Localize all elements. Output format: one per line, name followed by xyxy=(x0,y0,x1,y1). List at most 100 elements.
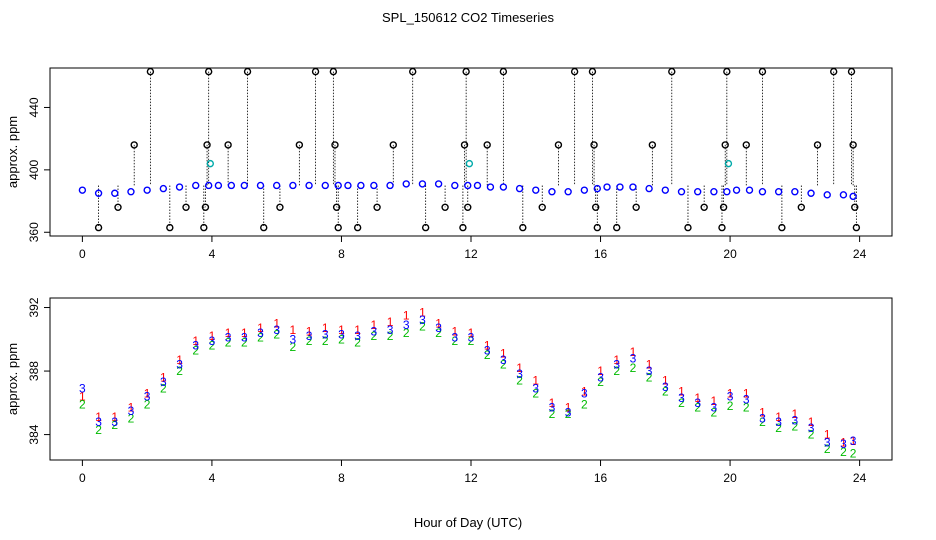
data-point-label: 1 xyxy=(824,428,831,442)
data-point xyxy=(214,181,223,190)
data-point xyxy=(311,67,320,76)
data-point-label: 3 xyxy=(371,324,378,338)
data-point xyxy=(201,203,210,211)
data-point-label: 2 xyxy=(354,335,361,349)
data-point-label: 1 xyxy=(354,323,361,337)
data-point-label: 2 xyxy=(581,397,588,411)
data-point xyxy=(483,141,491,149)
data-point xyxy=(114,203,122,211)
data-point-label: 1 xyxy=(128,401,135,415)
data-point xyxy=(616,183,624,191)
figure-title: SPL_150612 CO2 Timeseries xyxy=(382,10,554,25)
data-point xyxy=(677,187,686,196)
y-tick-label: 360 xyxy=(27,222,41,242)
data-point-label: 1 xyxy=(160,370,167,384)
data-point-label: 2 xyxy=(144,397,151,411)
data-point xyxy=(370,181,378,190)
data-point-label: 2 xyxy=(241,335,248,349)
data-point xyxy=(159,184,168,193)
data-point-label: 3 xyxy=(824,436,831,450)
data-point-label: 2 xyxy=(694,401,701,415)
data-point xyxy=(465,159,474,168)
data-point xyxy=(295,141,304,149)
x-tick-label: 4 xyxy=(209,247,216,261)
data-point-label: 3 xyxy=(581,386,588,400)
data-point-label: 1 xyxy=(95,410,102,424)
data-point-label: 3 xyxy=(419,313,426,327)
data-point-label: 3 xyxy=(743,393,750,407)
data-point xyxy=(847,67,856,76)
data-point xyxy=(721,141,729,149)
data-point xyxy=(473,181,482,190)
data-point xyxy=(94,189,103,197)
data-point xyxy=(693,187,702,196)
data-point-label: 2 xyxy=(209,339,216,353)
data-point-label: 3 xyxy=(850,434,857,448)
data-point xyxy=(272,181,281,190)
data-point xyxy=(192,181,200,190)
panel-top-x-ticks: 0 4 8 12 16 20 24 xyxy=(79,236,867,261)
data-point-label: 2 xyxy=(338,332,345,346)
panel-bottom-y-axis-label: approx. ppm xyxy=(5,343,20,415)
data-point xyxy=(94,223,103,232)
data-point xyxy=(146,67,155,76)
data-point xyxy=(321,181,329,190)
data-point xyxy=(344,181,352,190)
x-tick-label: 8 xyxy=(338,247,345,261)
data-point-label: 3 xyxy=(160,375,167,389)
data-point-label: 1 xyxy=(387,315,394,329)
data-point-label: 3 xyxy=(549,401,556,415)
data-point-label: 3 xyxy=(306,329,313,343)
data-point-label: 1 xyxy=(435,316,442,330)
data-point-label: 2 xyxy=(646,370,653,384)
data-point xyxy=(451,181,459,190)
data-point xyxy=(548,187,556,196)
data-point-label: 1 xyxy=(850,434,857,448)
data-point xyxy=(130,141,138,149)
data-point xyxy=(243,67,252,76)
x-tick-label: 20 xyxy=(723,471,737,485)
data-point-label: 2 xyxy=(613,364,620,378)
data-point-label: 1 xyxy=(192,334,199,348)
data-point-label: 1 xyxy=(808,415,815,429)
data-point xyxy=(570,67,579,76)
data-point-label: 2 xyxy=(468,334,475,348)
x-tick-label: 24 xyxy=(853,247,867,261)
data-point-label: 1 xyxy=(290,323,297,337)
data-point-label: 2 xyxy=(678,396,685,410)
data-point xyxy=(774,187,783,196)
data-point-label: 1 xyxy=(759,405,766,419)
data-point xyxy=(421,223,430,232)
data-point xyxy=(603,183,611,191)
data-point-label: 1 xyxy=(484,339,491,353)
data-point-label: 2 xyxy=(840,445,847,459)
data-point-label: 3 xyxy=(597,370,604,384)
data-point-label: 2 xyxy=(597,375,604,389)
data-point-label: 2 xyxy=(95,423,102,437)
data-point-label: 2 xyxy=(824,442,831,456)
data-point xyxy=(719,203,728,211)
data-point-label: 3 xyxy=(468,331,475,345)
data-point xyxy=(305,181,313,190)
data-point-label: 2 xyxy=(516,374,523,388)
data-point xyxy=(389,141,397,149)
x-tick-label: 24 xyxy=(853,471,867,485)
data-point-label: 1 xyxy=(711,394,718,408)
data-point-label: 2 xyxy=(306,334,313,348)
data-point-label: 1 xyxy=(516,361,523,375)
panel-top-point-group xyxy=(78,67,861,232)
y-tick-label: 384 xyxy=(27,424,41,444)
data-point xyxy=(668,67,676,76)
data-point-label: 3 xyxy=(144,389,151,403)
x-tick-label: 16 xyxy=(594,471,608,485)
data-point-label: 1 xyxy=(597,364,604,378)
data-point-label: 3 xyxy=(403,318,410,332)
data-point-label: 2 xyxy=(532,386,539,400)
data-point-label: 2 xyxy=(403,326,410,340)
x-tick-label: 20 xyxy=(723,247,737,261)
data-point xyxy=(200,223,208,232)
x-axis-label: Hour of Day (UTC) xyxy=(414,515,522,530)
data-point-label: 3 xyxy=(662,380,669,394)
